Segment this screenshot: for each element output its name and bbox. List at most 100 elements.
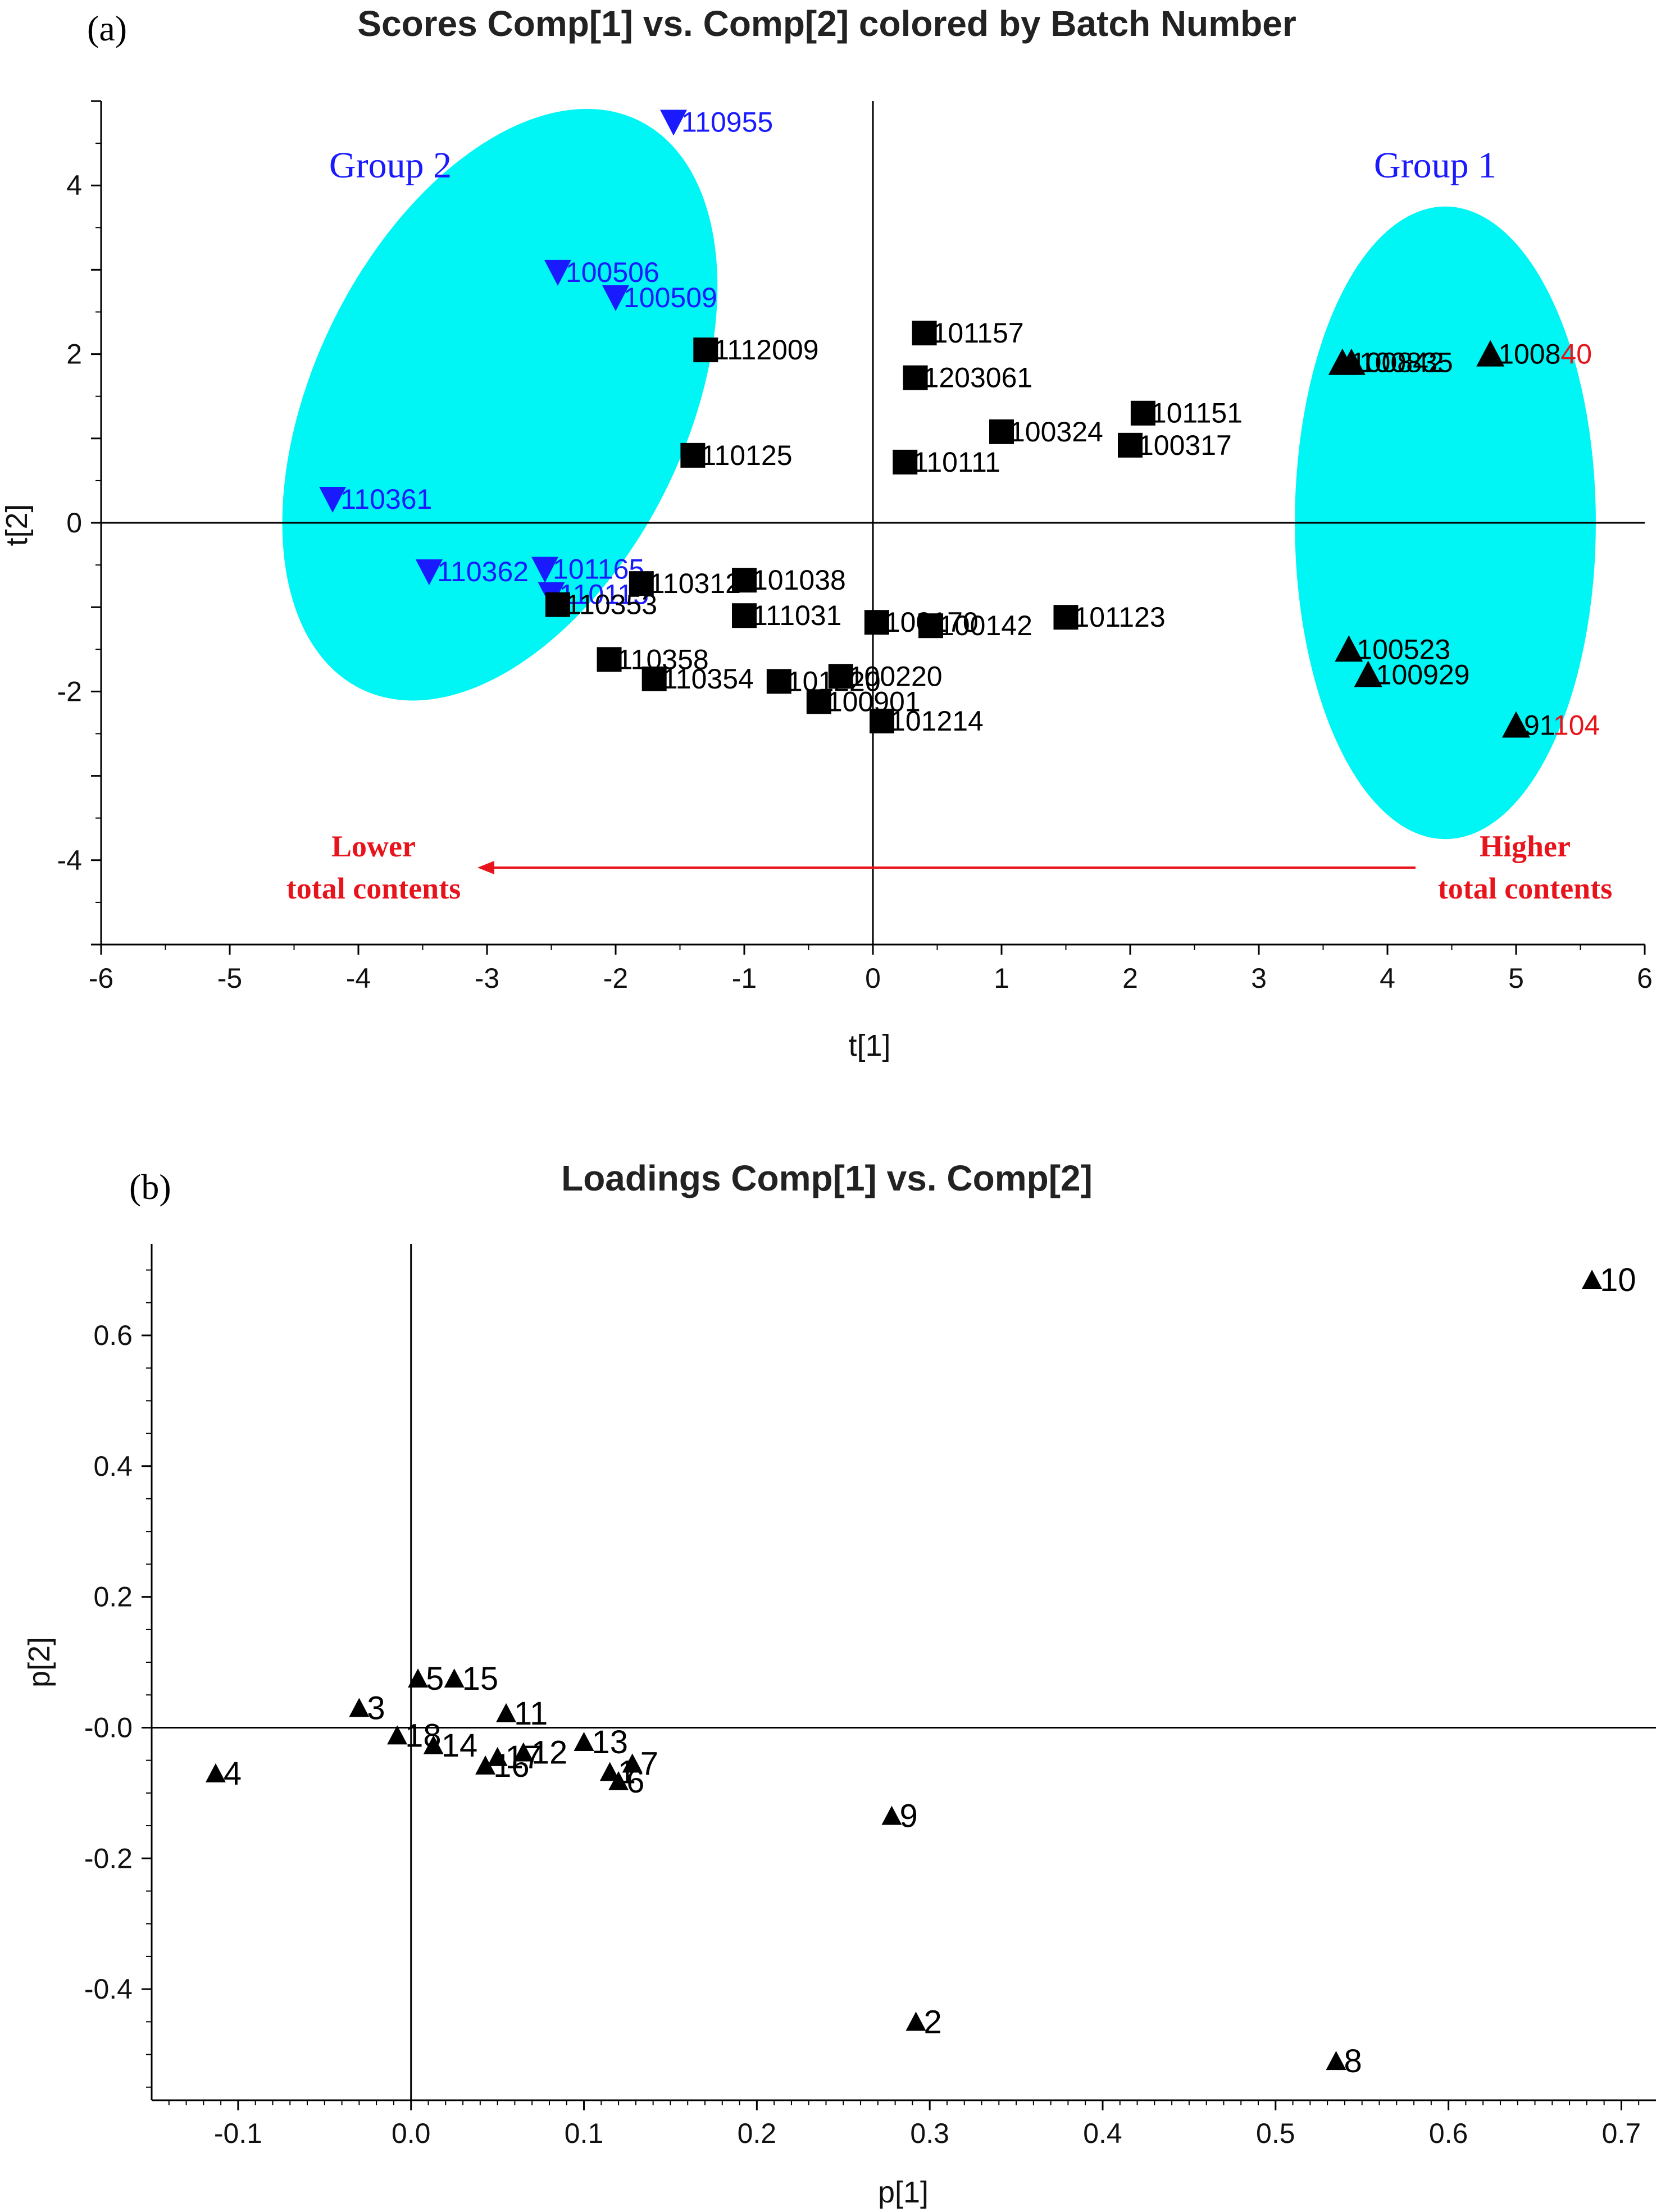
point-label-100509: 100509 [624,282,717,313]
x-tick-label: -0.1 [214,2118,262,2149]
loading-marker-14 [423,1735,444,1754]
loading-marker-2 [905,2012,926,2031]
y-tick-label: 0.2 [93,1581,133,1613]
point-marker-101038 [732,568,757,593]
x-tick-label: -2 [603,963,628,994]
x-tick-label: 0.2 [738,2118,777,2149]
point-marker-100840 [1476,340,1505,367]
point-marker-100901 [806,689,831,714]
loading-marker-15 [444,1668,465,1688]
loading-marker-11 [496,1703,517,1722]
point-marker-110312 [629,571,654,596]
point-marker-110125 [680,443,706,468]
point-label-1112009: 1112009 [713,334,818,366]
scores-x-axis-label: t[1] [848,1029,890,1062]
point-marker-100220 [828,664,853,689]
loading-label-8: 8 [1344,2043,1362,2079]
loading-label-17: 17 [506,1739,542,1776]
point-label-110111: 110111 [913,446,1000,478]
loading-label-16: 16 [493,1748,530,1784]
point-label-110353: 110353 [566,589,657,621]
x-tick-label: 0.4 [1083,2118,1122,2149]
x-tick-label: 0.7 [1602,2118,1641,2149]
x-tick-label: -6 [89,963,113,994]
point-label-100842: 100842 [1350,347,1444,378]
loading-marker-12 [513,1742,534,1762]
point-marker-100523 [1335,635,1363,662]
loadings-plot-axes [151,1244,1656,2101]
point-label-100317: 100317 [1138,430,1232,461]
point-marker-110111 [893,449,918,475]
point-marker-110362 [415,559,443,586]
x-tick-label: 0.0 [392,2118,431,2149]
loading-label-15: 15 [462,1661,499,1697]
point-marker-101214 [870,708,895,733]
point-label-100523: 100523 [1357,633,1450,665]
point-marker-110955 [660,110,688,136]
y-tick-label: -2 [57,676,82,707]
loadings-y-axis-label: p[2] [22,1637,56,1687]
point-marker-101123 [1053,605,1079,630]
point-marker-100142 [918,613,944,638]
point-marker-1112009 [693,337,718,363]
group-2-label: Group 2 [329,145,452,186]
point-label-101151: 101151 [1151,398,1243,429]
x-tick-label: 0.3 [910,2118,949,2149]
loading-marker-13 [574,1732,594,1752]
x-tick-label: -4 [346,963,371,994]
loading-marker-8 [1326,2051,1346,2070]
point-marker-100170 [864,610,889,635]
point-label-111031: 111031 [752,600,841,631]
point-label-100506: 100506 [566,257,659,288]
loading-marker-18 [387,1725,408,1745]
loading-marker-7 [622,1753,643,1773]
loading-label-4: 4 [224,1755,242,1792]
point-marker-101151 [1130,400,1155,426]
loading-marker-9 [881,1805,902,1825]
point-marker-101220 [766,669,791,694]
y-tick-label: 0.4 [93,1451,133,1482]
point-marker-100929 [1354,660,1382,687]
point-marker-100835 [1337,348,1366,375]
point-label-100142: 100142 [939,610,1032,641]
point-label-110362: 110362 [437,556,529,587]
scores-plot-panel: (a) Scores Comp[1] vs. Comp[2] colored b… [0,3,1653,1062]
y-tick-label: -0.2 [84,1842,133,1874]
contents-trend-arrow [477,861,1416,874]
loading-label-12: 12 [531,1735,568,1771]
scores-plot-title: Scores Comp[1] vs. Comp[2] colored by Ba… [357,3,1296,44]
x-tick-label: 0.1 [565,2118,604,2149]
point-marker-101165 [531,557,559,583]
point-label-91104: 91104 [1524,709,1600,741]
loading-label-3: 3 [367,1690,385,1727]
x-tick-label: 0.6 [1429,2118,1468,2149]
y-tick-label: 0.6 [93,1320,133,1351]
point-label-110125: 110125 [700,440,792,471]
loading-label-6: 6 [626,1763,644,1800]
loading-marker-10 [1582,1270,1603,1289]
loadings-plot-title: Loadings Comp[1] vs. Comp[2] [561,1158,1093,1198]
point-marker-91104 [1502,711,1530,738]
panel-a-label: (a) [87,8,127,48]
y-tick-label: 4 [66,170,82,201]
loadings-x-axis-label: p[1] [878,2175,929,2209]
point-label-100835: 100835 [1359,347,1453,378]
loading-marker-16 [475,1755,496,1775]
point-marker-110353 [545,592,570,617]
loading-label-7: 7 [640,1745,658,1782]
x-tick-label: 4 [1380,963,1395,994]
point-label-100840: 100840 [1498,339,1592,370]
point-marker-100317 [1118,432,1143,458]
point-label-100324: 100324 [1009,416,1103,448]
scores-axis-ticks: -6 -5 -4 -3 -2 -1 0 1 2 3 4 5 6 4 2 0 -2 -4 [57,100,1653,994]
point-marker-100509 [602,285,629,311]
group-ellipse-1 [282,108,718,701]
point-marker-110358 [597,647,622,672]
loading-marker-17 [487,1746,508,1766]
loading-marker-1 [599,1762,620,1781]
loading-label-5: 5 [426,1661,444,1697]
x-tick-label: -3 [475,963,499,994]
